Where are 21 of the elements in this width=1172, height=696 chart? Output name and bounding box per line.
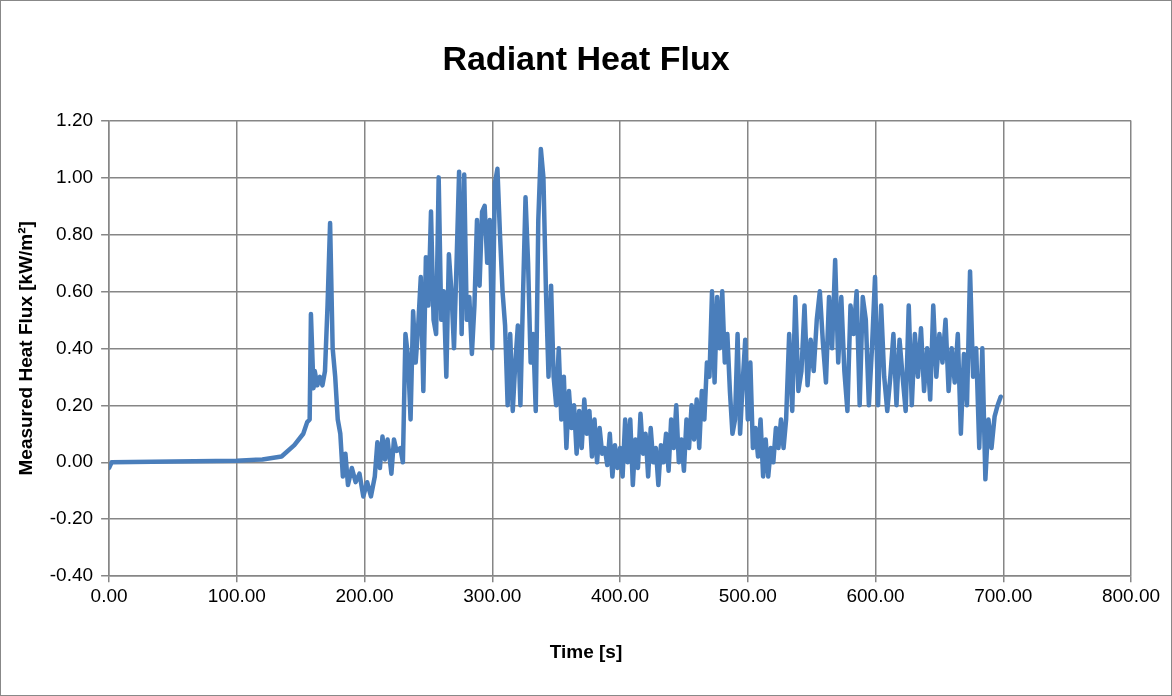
y-tick-label: -0.20: [49, 507, 94, 529]
y-tick-label: -0.40: [49, 564, 94, 586]
y-tick-label: 0.20: [56, 393, 94, 415]
x-tick-label: 800.00: [1101, 584, 1161, 606]
y-tick-label: 0.60: [56, 279, 94, 301]
y-tick-label: 1.00: [56, 165, 94, 187]
y-tick-label: 0.80: [56, 222, 94, 244]
y-tick-label: 0.40: [56, 336, 94, 358]
x-axis-title: Time [s]: [548, 641, 624, 663]
x-tick-label: 600.00: [846, 584, 905, 606]
y-axis-title: Measured Heat Flux [kW/m²]: [14, 221, 36, 476]
x-tick-label: 100.00: [207, 584, 266, 606]
y-tick-label: 0.00: [56, 450, 94, 472]
y-tick-label: 1.20: [56, 108, 94, 130]
chart-title: Radiant Heat Flux: [441, 39, 731, 78]
x-tick-label: 400.00: [590, 584, 650, 606]
x-tick-label: 700.00: [974, 584, 1033, 606]
x-tick-label: 300.00: [463, 584, 522, 606]
x-tick-label: 500.00: [718, 584, 777, 606]
x-tick-label: 0.00: [90, 584, 128, 606]
x-tick-label: 200.00: [335, 584, 394, 606]
